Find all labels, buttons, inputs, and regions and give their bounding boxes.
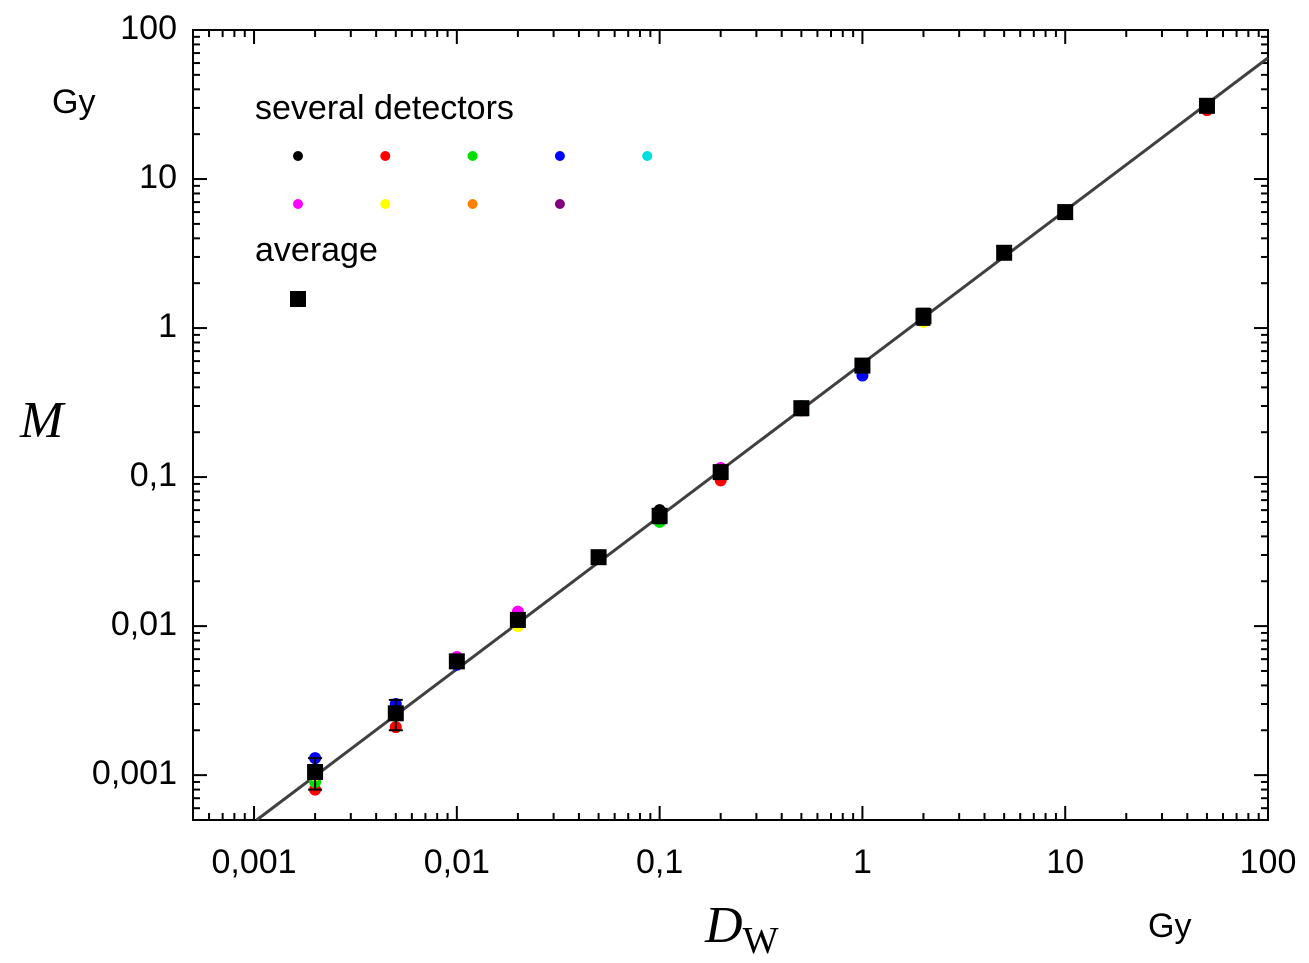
legend-marker <box>554 199 565 209</box>
legend-marker <box>290 291 306 307</box>
average-point <box>448 653 465 670</box>
average-point <box>590 549 607 566</box>
legend-marker <box>380 199 391 209</box>
average-point <box>996 244 1013 261</box>
legend-marker <box>642 151 653 161</box>
legend-detectors: several detectors <box>255 89 514 127</box>
y-axis-label: M <box>19 392 66 449</box>
fit-line <box>255 56 1269 822</box>
legend-marker <box>554 151 565 161</box>
average-point <box>387 705 404 722</box>
y-tick-label: 0,001 <box>92 754 177 792</box>
y-tick-label: 0,1 <box>130 456 177 494</box>
average-point <box>651 507 668 524</box>
x-axis-label: DW <box>704 897 779 962</box>
y-unit: Gy <box>52 83 95 121</box>
x-tick-label: 0,01 <box>424 843 490 881</box>
average-point <box>712 464 729 481</box>
x-tick-label: 1 <box>853 843 872 881</box>
x-unit: Gy <box>1148 907 1191 945</box>
x-label-main: D <box>704 897 743 954</box>
legend-marker <box>467 199 478 209</box>
y-tick-label: 10 <box>139 158 177 196</box>
x-label-sub: W <box>743 920 779 962</box>
average-point <box>307 763 324 780</box>
plot-frame <box>192 29 1269 821</box>
y-tick-label: 0,01 <box>111 605 177 643</box>
x-tick-label: 0,1 <box>636 843 683 881</box>
legend-marker <box>380 151 391 161</box>
x-tick-label: 10 <box>1046 843 1084 881</box>
legend-average: average <box>255 231 378 269</box>
average-point <box>509 611 526 628</box>
average-point <box>1198 97 1215 114</box>
y-tick-label: 100 <box>120 9 177 47</box>
legend-marker <box>467 151 478 161</box>
x-tick-label: 100 <box>1240 843 1297 881</box>
x-tick-label: 0,001 <box>211 843 296 881</box>
average-point <box>854 357 871 374</box>
y-tick-label: 1 <box>158 307 177 345</box>
average-point <box>915 308 932 325</box>
average-point <box>1057 204 1074 221</box>
average-point <box>793 400 810 417</box>
legend-marker <box>293 151 303 161</box>
legend-marker <box>293 199 303 209</box>
